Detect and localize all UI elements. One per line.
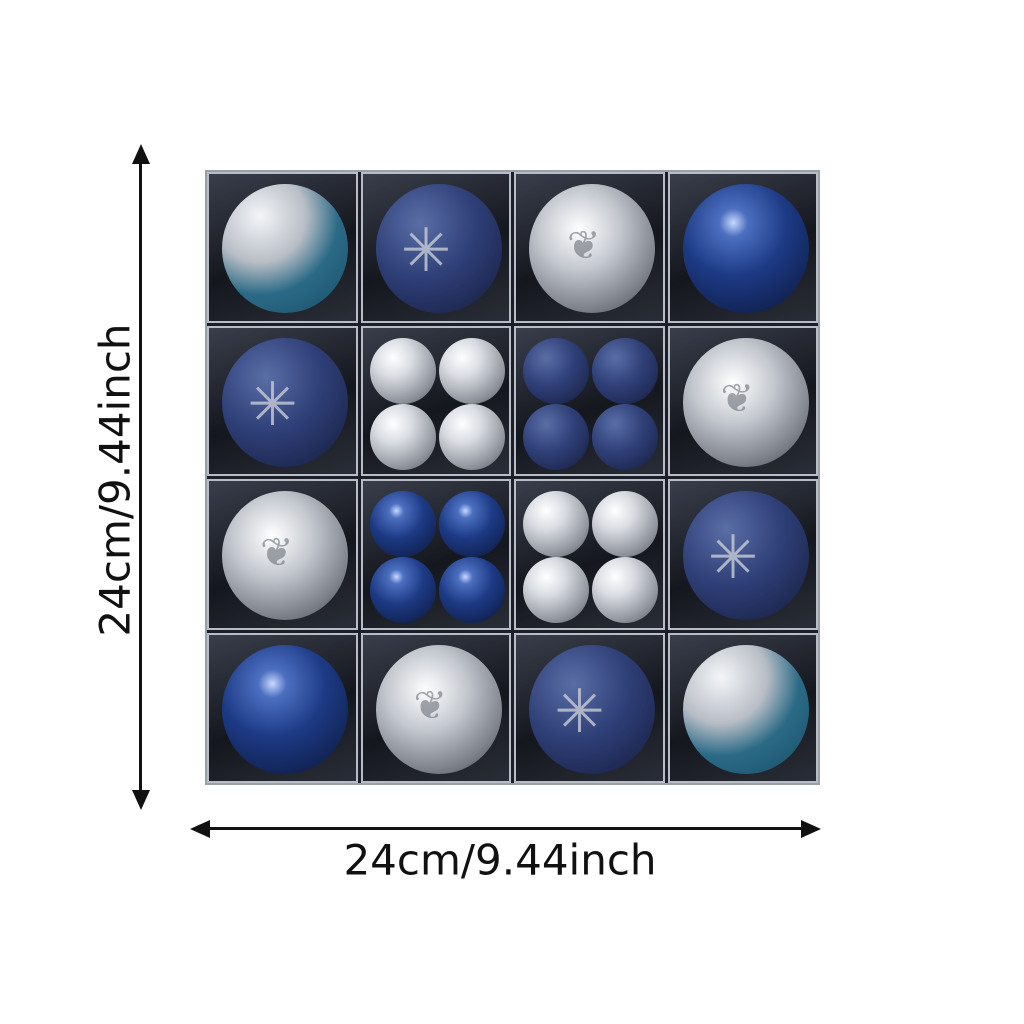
blue-shiny-ornament [222, 644, 349, 774]
small-ornament [438, 337, 505, 404]
box-compartment [514, 632, 665, 783]
box-compartment [667, 632, 818, 783]
blue-matte-snowflake-ornament [222, 337, 349, 467]
blue-shiny-ornament [682, 184, 809, 314]
silver-leaf-ornament [375, 644, 502, 774]
box-compartment [360, 632, 511, 783]
small-ornament [369, 491, 436, 558]
glitter-big-ornament [222, 184, 349, 314]
small-ornament [592, 337, 659, 404]
small-ornament [438, 403, 505, 470]
box-compartment [360, 325, 511, 476]
box-compartment [667, 325, 818, 476]
small-ornament [369, 337, 436, 404]
small-ornament [438, 557, 505, 624]
small-ornament [592, 403, 659, 470]
box-compartment [514, 172, 665, 323]
box-compartment [514, 479, 665, 630]
box-compartment [207, 479, 358, 630]
small-ornament [438, 491, 505, 558]
small-ornament [523, 491, 590, 558]
box-compartment [360, 172, 511, 323]
small-ornament [523, 337, 590, 404]
blue-matte-snowflake-ornament [682, 491, 809, 621]
box-compartment [207, 172, 358, 323]
small-ornament [523, 403, 590, 470]
box-compartment [514, 325, 665, 476]
small-ornament [592, 491, 659, 558]
small-ornament [592, 557, 659, 624]
height-label: 24cm/9.44inch [90, 323, 140, 637]
silver-leaf-ornament [529, 184, 656, 314]
small-ornament [523, 557, 590, 624]
box-compartment [207, 632, 358, 783]
silver-leaf-ornament [222, 491, 349, 621]
width-label: 24cm/9.44inch [343, 835, 657, 885]
silver-leaf-ornament [682, 337, 809, 467]
box-compartment [360, 479, 511, 630]
small-ornament [369, 557, 436, 624]
blue-matte-snowflake-ornament [375, 184, 502, 314]
glitter-big-ornament [682, 644, 809, 774]
small-ornament [369, 403, 436, 470]
box-compartment [667, 479, 818, 630]
box-compartment [207, 325, 358, 476]
blue-matte-snowflake-ornament [529, 644, 656, 774]
box-compartment [667, 172, 818, 323]
ornament-box [205, 170, 820, 785]
